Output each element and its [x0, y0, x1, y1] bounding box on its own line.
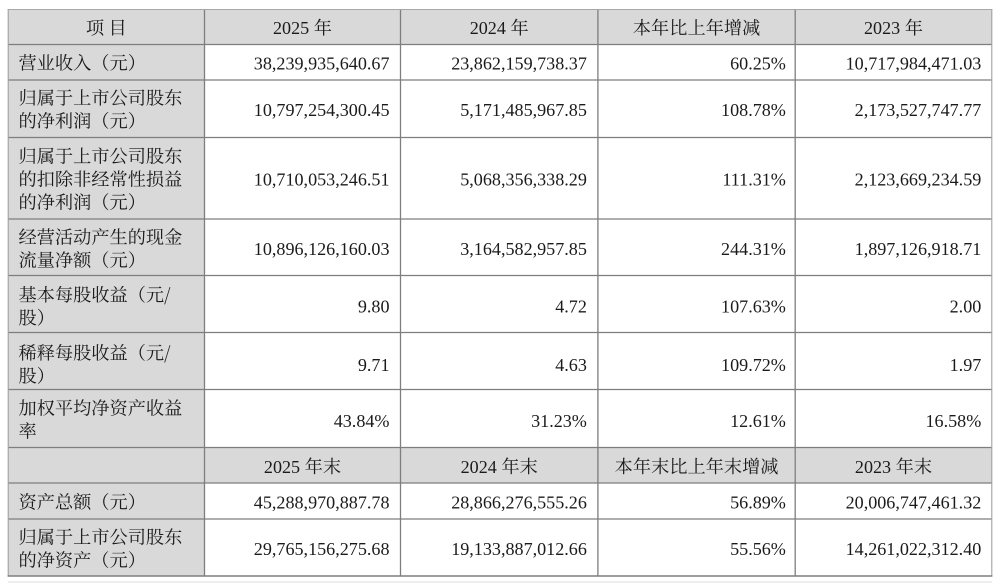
svg-text:55.56%: 55.56%	[730, 539, 786, 559]
svg-text:19,133,887,012.66: 19,133,887,012.66	[451, 539, 587, 559]
svg-text:9.71: 9.71	[358, 355, 390, 375]
svg-text:2024: 2024	[461, 457, 497, 477]
svg-text:2025: 2025	[273, 18, 309, 38]
svg-text:10,710,053,246.51: 10,710,053,246.51	[254, 170, 390, 190]
svg-text:2,173,527,747.77: 2,173,527,747.77	[855, 100, 982, 120]
svg-text:10,896,126,160.03: 10,896,126,160.03	[254, 239, 390, 259]
svg-text:2024: 2024	[470, 18, 506, 38]
svg-text:14,261,022,312.40: 14,261,022,312.40	[846, 539, 982, 559]
svg-text:43.84%: 43.84%	[334, 411, 390, 431]
svg-text:1,897,126,918.71: 1,897,126,918.71	[855, 239, 982, 259]
svg-text:16.58%: 16.58%	[926, 411, 982, 431]
svg-text:12.61%: 12.61%	[730, 411, 786, 431]
svg-text:4.63: 4.63	[555, 355, 587, 375]
svg-text:10,717,984,471.03: 10,717,984,471.03	[846, 53, 982, 73]
svg-text:2.00: 2.00	[950, 297, 982, 317]
svg-text:45,288,970,887.78: 45,288,970,887.78	[254, 492, 390, 512]
svg-text:109.72%: 109.72%	[721, 355, 786, 375]
svg-text:107.63%: 107.63%	[721, 297, 786, 317]
svg-text:2023: 2023	[864, 18, 900, 38]
svg-text:111.31%: 111.31%	[722, 170, 786, 190]
svg-text:1.97: 1.97	[950, 355, 982, 375]
svg-text:2,123,669,234.59: 2,123,669,234.59	[855, 170, 982, 190]
svg-text:60.25%: 60.25%	[730, 53, 786, 73]
svg-text:2023: 2023	[855, 457, 891, 477]
svg-text:244.31%: 244.31%	[721, 239, 786, 259]
svg-text:5,171,485,967.85: 5,171,485,967.85	[460, 100, 587, 120]
svg-text:23,862,159,738.37: 23,862,159,738.37	[451, 53, 587, 73]
svg-text:108.78%: 108.78%	[721, 100, 786, 120]
svg-text:10,797,254,300.45: 10,797,254,300.45	[254, 100, 390, 120]
svg-text:3,164,582,957.85: 3,164,582,957.85	[460, 239, 587, 259]
svg-text:2025: 2025	[264, 457, 300, 477]
svg-text:29,765,156,275.68: 29,765,156,275.68	[254, 539, 390, 559]
svg-text:38,239,935,640.67: 38,239,935,640.67	[254, 53, 390, 73]
svg-text:28,866,276,555.26: 28,866,276,555.26	[451, 492, 587, 512]
svg-text:31.23%: 31.23%	[531, 411, 587, 431]
svg-text:4.72: 4.72	[555, 297, 587, 317]
svg-text:20,006,747,461.32: 20,006,747,461.32	[846, 492, 982, 512]
svg-text:56.89%: 56.89%	[730, 492, 786, 512]
svg-text:9.80: 9.80	[358, 297, 390, 317]
svg-text:5,068,356,338.29: 5,068,356,338.29	[460, 170, 587, 190]
